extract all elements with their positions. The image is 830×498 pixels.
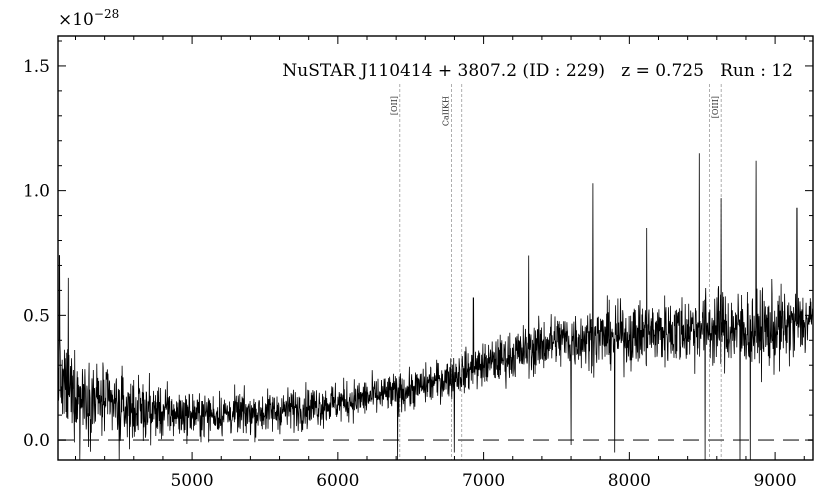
plot-content (58, 84, 813, 460)
y-tick-label: 1.5 (23, 57, 50, 77)
emission-line-label: [OIII] (711, 96, 720, 118)
x-tick-label: 7000 (462, 471, 505, 491)
emission-line-markers (399, 84, 722, 460)
y-tick-label: 1.0 (23, 182, 50, 202)
x-tick-label: 8000 (608, 471, 651, 491)
x-axis-ticks: 5000 6000 7000 8000 9000 (74, 36, 805, 491)
y-scale-exponent: ×10−28 (58, 7, 119, 30)
emission-line-label: CaIIKH (442, 96, 451, 126)
y-scale-power: −28 (94, 7, 119, 21)
x-tick-label: 9000 (753, 471, 796, 491)
spectrum-series-line (58, 153, 813, 460)
x-tick-label: 5000 (170, 471, 213, 491)
y-tick-label: 0.5 (23, 306, 50, 326)
y-scale-base: ×10 (58, 10, 94, 30)
chart-title: NuSTAR J110414 + 3807.2 (ID : 229) z = 0… (282, 61, 793, 81)
x-tick-label: 6000 (316, 471, 359, 491)
emission-line-label: [OII] (390, 96, 399, 115)
y-axis-ticks: 0.0 0.5 1.0 1.5 (23, 40, 813, 451)
emission-line-labels: [OII] CaIIKH [OIII] (390, 96, 720, 126)
y-tick-label: 0.0 (23, 431, 50, 451)
plot-frame (57, 35, 814, 461)
